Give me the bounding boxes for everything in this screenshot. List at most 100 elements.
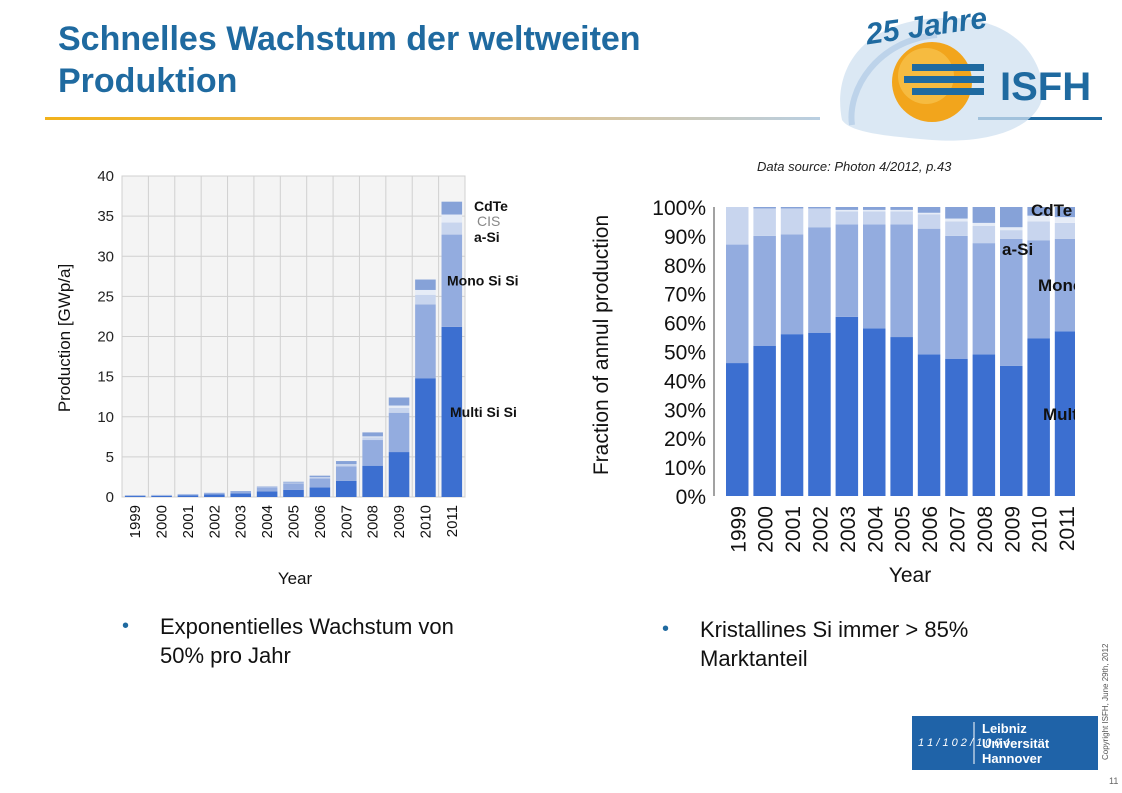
bar-segment bbox=[309, 478, 331, 488]
y-tick-label: 80% bbox=[664, 255, 706, 278]
bar-segment bbox=[890, 211, 913, 225]
bar-segment bbox=[890, 224, 913, 338]
bar-segment bbox=[1054, 217, 1075, 223]
bar-segment bbox=[124, 496, 146, 497]
y-tick-label: 50% bbox=[664, 342, 706, 365]
bar-segment bbox=[863, 211, 886, 225]
bar-segment bbox=[890, 337, 913, 496]
bar-segment bbox=[808, 332, 831, 496]
y-tick-label: 70% bbox=[664, 284, 706, 307]
bar-segment bbox=[362, 440, 383, 466]
bar-segment bbox=[415, 378, 436, 497]
x-tick-label: 2005 bbox=[892, 506, 915, 553]
bar-segment bbox=[335, 461, 357, 465]
bar-segment bbox=[753, 207, 776, 209]
bar-segment bbox=[808, 227, 831, 333]
isfh-text: ISFH bbox=[1000, 65, 1091, 109]
legend-label: a-Si bbox=[474, 229, 500, 245]
bar-segment bbox=[835, 209, 859, 212]
y-tick-label: 20 bbox=[97, 329, 114, 346]
title-underline bbox=[45, 117, 820, 120]
x-tick-label: 2001 bbox=[782, 506, 805, 553]
bar-segment bbox=[917, 214, 941, 229]
x-tick-label: 2006 bbox=[312, 505, 329, 538]
bar-segment bbox=[972, 243, 996, 355]
bullet-dot-icon: • bbox=[122, 615, 130, 637]
bar-segment bbox=[283, 483, 304, 490]
legend-label: CIS bbox=[477, 213, 500, 229]
bar-segment bbox=[256, 486, 278, 488]
bar-segment bbox=[1027, 221, 1050, 241]
bullet-growth: • Exponentielles Wachstum von 50% pro Ja… bbox=[122, 612, 480, 670]
bar-segment bbox=[780, 208, 804, 235]
bar-segment bbox=[1000, 227, 1023, 231]
bar-segment bbox=[415, 304, 436, 379]
fraction-chart: 0%10%20%30%40%50%60%70%80%90%100%1999 200… bbox=[590, 197, 1075, 587]
x-tick-label: 2009 bbox=[1001, 506, 1024, 553]
legend-label: CdTe bbox=[1031, 201, 1072, 220]
bar-segment bbox=[388, 407, 410, 413]
legend-label: Multi bbox=[1043, 405, 1075, 424]
bar-segment bbox=[917, 354, 941, 496]
bar-segment bbox=[309, 477, 331, 478]
title-underline-right bbox=[978, 117, 1102, 120]
x-tick-label: 2000 bbox=[755, 506, 778, 553]
bar-segment bbox=[204, 494, 225, 497]
bar-segment bbox=[945, 221, 968, 236]
bar-segment bbox=[972, 207, 996, 223]
x-tick-label: 2008 bbox=[974, 506, 997, 553]
bar-segment bbox=[808, 207, 831, 209]
y-axis-label: Fraction of annul production bbox=[590, 215, 613, 475]
y-tick-label: 10% bbox=[664, 457, 706, 480]
bar-segment bbox=[230, 491, 252, 494]
bullet-text: Exponentielles Wachstum von 50% pro Jahr bbox=[160, 614, 454, 668]
bar-segment bbox=[441, 326, 463, 497]
bar-segment bbox=[441, 234, 463, 327]
bar-segment bbox=[309, 477, 331, 479]
bar-segment bbox=[863, 224, 886, 329]
x-tick-label: 2011 bbox=[444, 505, 461, 537]
x-tick-label: 2010 bbox=[417, 505, 434, 538]
x-tick-label: 2008 bbox=[365, 505, 382, 538]
x-tick-label: 2010 bbox=[1029, 506, 1052, 553]
bar-segment bbox=[256, 487, 278, 492]
bar-segment bbox=[256, 491, 278, 497]
bar-segment bbox=[441, 214, 463, 223]
x-axis-label: Year bbox=[889, 564, 931, 587]
x-tick-label: 2003 bbox=[837, 506, 860, 553]
bar-segment bbox=[1000, 365, 1023, 496]
bar-segment bbox=[726, 244, 749, 364]
y-tick-label: 5 bbox=[106, 449, 114, 466]
x-tick-label: 2003 bbox=[233, 505, 250, 538]
x-tick-label: 2007 bbox=[338, 505, 355, 538]
y-tick-label: 30 bbox=[97, 248, 114, 265]
bar-segment bbox=[335, 466, 357, 481]
bar-segment bbox=[388, 452, 410, 497]
y-tick-label: 100% bbox=[652, 197, 706, 220]
bar-segment bbox=[335, 464, 357, 467]
bar-segment bbox=[890, 209, 913, 212]
slide-title: Schnelles Wachstum der weltweiten Produk… bbox=[58, 20, 641, 100]
y-tick-label: 10 bbox=[97, 409, 114, 426]
bar-segment bbox=[362, 432, 383, 437]
y-tick-label: 20% bbox=[664, 428, 706, 451]
bar-segment bbox=[441, 222, 463, 235]
bar-segment bbox=[780, 234, 804, 335]
bar-segment bbox=[151, 495, 172, 497]
bar-segment bbox=[151, 494, 172, 496]
x-tick-label: 2001 bbox=[180, 505, 197, 538]
luh-line1: Leibniz bbox=[982, 721, 1027, 736]
y-tick-label: 90% bbox=[664, 226, 706, 249]
bar-segment bbox=[835, 211, 859, 225]
legend-label: Mono bbox=[1038, 276, 1075, 295]
bar-segment bbox=[124, 495, 146, 496]
bar-segment bbox=[335, 480, 357, 497]
luh-line2: Universität bbox=[982, 736, 1050, 751]
bar-segment bbox=[835, 224, 859, 317]
y-tick-label: 25 bbox=[97, 288, 114, 305]
x-tick-label: 2004 bbox=[864, 506, 887, 553]
bar-segment bbox=[753, 235, 776, 346]
leibniz-universitaet-logo: 1 1 / 1 0 2 / 1 0 0 4 Leibniz Universitä… bbox=[912, 716, 1098, 770]
bar-segment bbox=[230, 491, 252, 492]
x-tick-label: 1999 bbox=[127, 505, 144, 538]
